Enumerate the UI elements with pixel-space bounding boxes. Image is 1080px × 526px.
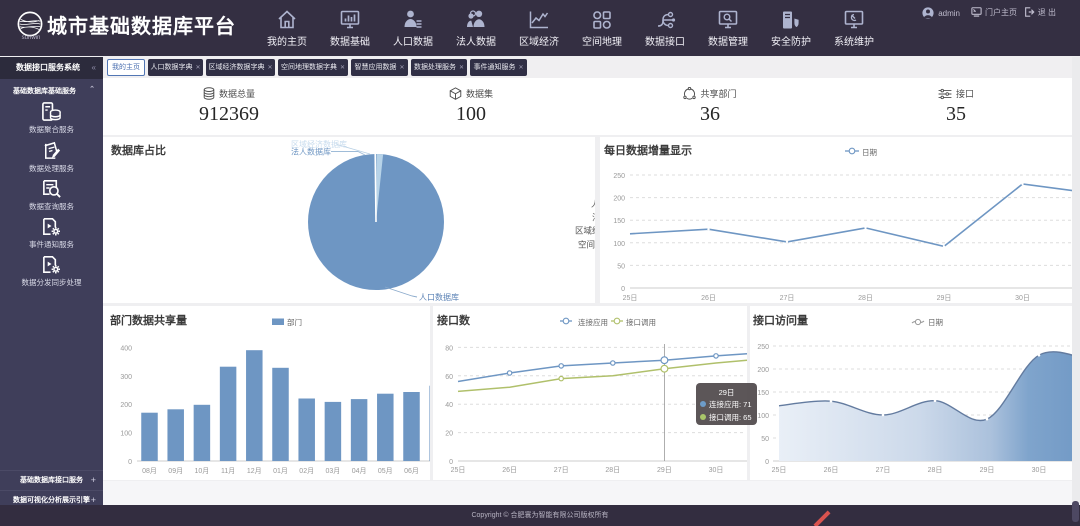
svg-text:12月: 12月 (247, 467, 262, 475)
svg-text:60: 60 (445, 374, 453, 381)
svg-text:150: 150 (757, 390, 769, 397)
svg-text:法人数据库: 法人数据库 (592, 213, 595, 223)
svg-text:28日: 28日 (605, 466, 620, 474)
svg-text:150: 150 (613, 218, 625, 225)
svg-text:09月: 09月 (168, 467, 183, 475)
svg-text:法人数据库: 法人数据库 (291, 147, 331, 157)
svg-text:25日: 25日 (623, 294, 638, 302)
svg-text:28日: 28日 (928, 466, 943, 474)
svg-text:区域经济数据库: 区域经济数据库 (291, 139, 347, 149)
svg-text:人口数据库: 人口数据库 (591, 199, 595, 209)
svg-text:29日: 29日 (657, 466, 672, 474)
svg-text:200: 200 (613, 196, 625, 203)
svg-text:11月: 11月 (221, 467, 235, 475)
svg-text:03月: 03月 (326, 467, 341, 475)
svg-text:06月: 06月 (404, 467, 419, 475)
svg-text:27日: 27日 (554, 466, 569, 474)
svg-text:10月: 10月 (195, 467, 210, 475)
svg-text:0: 0 (621, 286, 625, 293)
svg-text:100: 100 (613, 241, 625, 248)
svg-text:25日: 25日 (451, 466, 466, 474)
svg-text:20: 20 (445, 431, 453, 438)
svg-text:30日: 30日 (709, 466, 724, 474)
svg-text:区域经济数据库: 区域经济数据库 (575, 226, 595, 236)
svg-text:40: 40 (445, 402, 453, 409)
svg-text:100: 100 (120, 431, 132, 438)
svg-text:28日: 28日 (858, 294, 873, 302)
svg-text:26日: 26日 (502, 466, 517, 474)
svg-text:30日: 30日 (1032, 466, 1047, 474)
svg-text:01月: 01月 (273, 467, 288, 475)
svg-text:02月: 02月 (299, 467, 314, 475)
svg-text:0: 0 (449, 459, 453, 466)
svg-text:人口数据库: 人口数据库 (419, 292, 459, 302)
svg-text:08月: 08月 (142, 467, 157, 475)
svg-text:200: 200 (120, 402, 132, 409)
svg-text:50: 50 (617, 263, 625, 270)
svg-text:50: 50 (761, 436, 769, 443)
svg-text:300: 300 (120, 374, 132, 381)
svg-text:100: 100 (757, 413, 769, 420)
svg-text:26日: 26日 (824, 466, 839, 474)
svg-text:29日: 29日 (980, 466, 995, 474)
svg-text:250: 250 (757, 344, 769, 351)
svg-text:25日: 25日 (772, 466, 787, 474)
svg-text:29日: 29日 (937, 294, 952, 302)
svg-text:0: 0 (128, 459, 132, 466)
svg-text:250: 250 (613, 173, 625, 180)
svg-text:05月: 05月 (378, 467, 393, 475)
svg-text:0: 0 (765, 459, 769, 466)
svg-text:400: 400 (120, 345, 132, 352)
svg-text:30日: 30日 (1015, 294, 1030, 302)
svg-text:26日: 26日 (701, 294, 716, 302)
svg-text:27日: 27日 (780, 294, 795, 302)
svg-text:80: 80 (445, 345, 453, 352)
svg-text:空间地理数据库: 空间地理数据库 (578, 240, 595, 250)
svg-text:27日: 27日 (876, 466, 891, 474)
svg-text:04月: 04月 (352, 467, 367, 475)
svg-text:200: 200 (757, 367, 769, 374)
